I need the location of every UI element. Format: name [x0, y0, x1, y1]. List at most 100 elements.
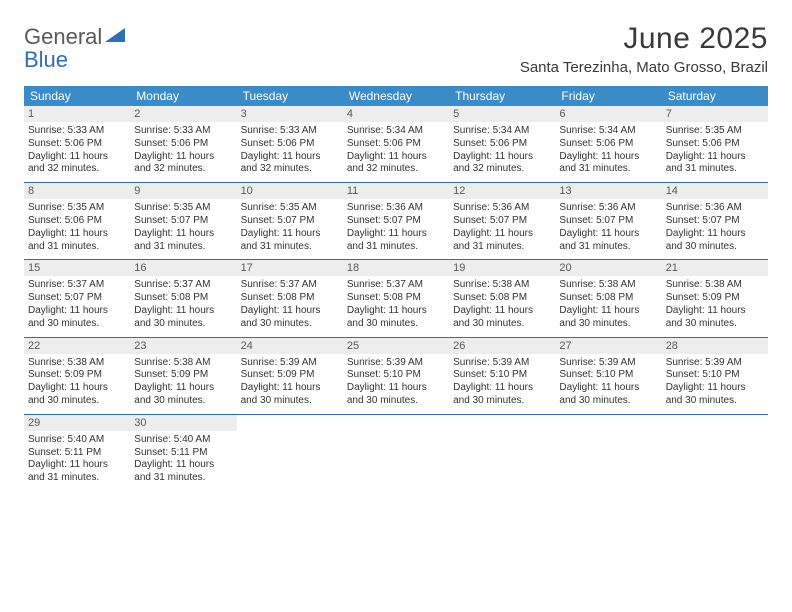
sunrise-line: Sunrise: 5:35 AM	[134, 202, 210, 213]
sunset-line: Sunset: 5:08 PM	[241, 292, 315, 303]
sunrise-line: Sunrise: 5:38 AM	[453, 279, 529, 290]
day-number: 18	[343, 260, 449, 276]
calendar-week-row: 1Sunrise: 5:33 AMSunset: 5:06 PMDaylight…	[24, 106, 768, 183]
daylight-line: Daylight: 11 hours and 30 minutes.	[453, 382, 533, 406]
day-info: Sunrise: 5:36 AM Sunset: 5:07 PM Daylight:…	[559, 202, 657, 253]
sunset-line: Sunset: 5:07 PM	[241, 215, 315, 226]
calendar-week-row: 8Sunrise: 5:35 AMSunset: 5:06 PMDaylight…	[24, 183, 768, 260]
sunset-line: Sunset: 5:10 PM	[559, 369, 633, 380]
location-label: Santa Terezinha, Mato Grosso, Brazil	[520, 59, 768, 76]
sunset-line: Sunset: 5:07 PM	[347, 215, 421, 226]
day-info: Sunrise: 5:36 AMSunset: 5:07 PMDaylight:…	[453, 202, 551, 253]
sunrise-line: Sunrise: 5:36 AM	[559, 202, 635, 213]
calendar-day-cell: 7Sunrise: 5:35 AMSunset: 5:06 PMDaylight…	[662, 106, 768, 182]
sunset-line: Sunset: 5:10 PM	[347, 369, 421, 380]
calendar-day-cell: 13 Sunrise: 5:36 AM Sunset: 5:07 PM Dayligh…	[555, 183, 661, 259]
day-number: 14	[662, 183, 768, 199]
calendar-day-cell: 14 Sunrise: 5:36 AMSunset: 5:07 PMDayligh…	[662, 183, 768, 259]
sunset-line: Sunset: 5:06 PM	[666, 138, 740, 149]
day-number: 13	[555, 183, 661, 199]
daylight-line: Daylight: 11 hours and 31 minutes.	[559, 228, 639, 252]
day-number: 28	[662, 338, 768, 354]
day-info: Sunrise: 5:37 AMSunset: 5:07 PMDaylight:…	[28, 279, 126, 330]
daylight-line: Daylight: 11 hours and 30 minutes.	[559, 382, 639, 406]
day-number: 19	[449, 260, 555, 276]
daylight-line: Daylight: 11 hours and 30 minutes.	[453, 305, 533, 329]
daylight-line: Daylight: 11 hours and 31 minutes.	[134, 228, 214, 252]
sunset-line: Sunset: 5:09 PM	[241, 369, 315, 380]
sunset-line: Sunset: 5:07 PM	[453, 215, 527, 226]
daylight-line: Daylight: 11 hours and 30 minutes.	[666, 305, 746, 329]
sunset-line: Sunset: 5:07 PM	[28, 292, 102, 303]
calendar-week-row: 15Sunrise: 5:37 AMSunset: 5:07 PMDayligh…	[24, 260, 768, 337]
day-number: 3	[237, 106, 343, 122]
sunset-line: Sunset: 5:07 PM	[559, 215, 633, 226]
day-info: Sunrise: 5:37 AMSunset: 5:08 PMDaylight:…	[347, 279, 445, 330]
day-number: 23	[130, 338, 236, 354]
weekday-header: Friday	[555, 86, 661, 106]
sunrise-line: Sunrise: 5:34 AM	[453, 125, 529, 136]
sunset-line: Sunset: 5:09 PM	[28, 369, 102, 380]
daylight-line: Daylight: 11 hours and 31 minutes.	[134, 459, 214, 483]
day-number: 16	[130, 260, 236, 276]
daylight-line: Daylight: 11 hours and 30 minutes.	[134, 305, 214, 329]
sunset-line: Sunset: 5:08 PM	[453, 292, 527, 303]
daylight-line: Daylight: 11 hours and 30 minutes.	[241, 382, 321, 406]
day-number: 24	[237, 338, 343, 354]
sunrise-line: Sunrise: 5:35 AM	[666, 125, 742, 136]
day-info: Sunrise: 5:37 AM Sunset: 5:08 PM Daylight:…	[134, 279, 232, 330]
day-number: 15	[24, 260, 130, 276]
sunrise-line: Sunrise: 5:37 AM	[134, 279, 210, 290]
sunset-line: Sunset: 5:06 PM	[453, 138, 527, 149]
sunset-line: Sunset: 5:08 PM	[559, 292, 633, 303]
day-info: Sunrise: 5:40 AMSunset: 5:11 PMDaylight:…	[28, 434, 126, 485]
day-info: Sunrise: 5:36 AMSunset: 5:07 PMDaylight:…	[666, 202, 764, 253]
day-info: Sunrise: 5:39 AMSunset: 5:10 PMDaylight:…	[453, 357, 551, 408]
calendar-day-cell: .	[449, 415, 555, 491]
day-info: Sunrise: 5:39 AMSunset: 5:09 PM Daylight:…	[241, 357, 339, 408]
sunrise-line: Sunrise: 5:39 AM	[453, 357, 529, 368]
weekday-header: Thursday	[449, 86, 555, 106]
logo-triangle-icon	[105, 26, 125, 47]
weeks-container: 1Sunrise: 5:33 AMSunset: 5:06 PMDaylight…	[24, 106, 768, 491]
sunset-line: Sunset: 5:06 PM	[347, 138, 421, 149]
sunset-line: Sunset: 5:06 PM	[28, 138, 102, 149]
calendar-day-cell: 17Sunrise: 5:37 AMSunset: 5:08 PMDayligh…	[237, 260, 343, 336]
daylight-line: Daylight: 11 hours and 30 minutes.	[134, 382, 214, 406]
day-number: 11	[343, 183, 449, 199]
day-number: 2	[130, 106, 236, 122]
sunset-line: Sunset: 5:09 PM	[134, 369, 208, 380]
day-info: Sunrise: 5:38 AMSunset: 5:09 PMDaylight:…	[666, 279, 764, 330]
daylight-line: Daylight: 11 hours and 30 minutes.	[559, 305, 639, 329]
day-info: Sunrise: 5:38 AM Sunset: 5:08 PM Daylight:…	[453, 279, 551, 330]
daylight-line: Daylight: 11 hours and 30 minutes.	[666, 382, 746, 406]
page-header: General Blue June 2025 Santa Terezinha, …	[24, 22, 768, 76]
day-number: 30	[130, 415, 236, 431]
sunset-line: Sunset: 5:08 PM	[134, 292, 208, 303]
day-info: Sunrise: 5:33 AMSunset: 5:06 PMDaylight:…	[134, 125, 232, 176]
daylight-line: Daylight: 11 hours and 31 minutes.	[347, 228, 427, 252]
sunrise-line: Sunrise: 5:37 AM	[241, 279, 317, 290]
sunrise-line: Sunrise: 5:38 AM	[28, 357, 104, 368]
daylight-line: Daylight: 11 hours and 31 minutes.	[453, 228, 533, 252]
sunset-line: Sunset: 5:06 PM	[241, 138, 315, 149]
daylight-line: Daylight: 11 hours and 30 minutes.	[666, 228, 746, 252]
day-info: Sunrise: 5:35 AMSunset: 5:07 PMDaylight:…	[241, 202, 339, 253]
day-info: Sunrise: 5:36 AM Sunset: 5:07 PM Daylight:…	[347, 202, 445, 253]
sunrise-line: Sunrise: 5:37 AM	[347, 279, 423, 290]
daylight-line: Daylight: 11 hours and 32 minutes.	[453, 151, 533, 175]
sunrise-line: Sunrise: 5:36 AM	[347, 202, 423, 213]
sunrise-line: Sunrise: 5:39 AM	[241, 357, 317, 368]
title-block: June 2025 Santa Terezinha, Mato Grosso, …	[520, 22, 768, 76]
weekday-header: Tuesday	[237, 86, 343, 106]
calendar-day-cell: 19 Sunrise: 5:38 AM Sunset: 5:08 PM Dayligh…	[449, 260, 555, 336]
day-number: 29	[24, 415, 130, 431]
daylight-line: Daylight: 11 hours and 31 minutes.	[28, 228, 108, 252]
day-info: Sunrise: 5:40 AMSunset: 5:11 PMDaylight:…	[134, 434, 232, 485]
sunrise-line: Sunrise: 5:34 AM	[347, 125, 423, 136]
calendar-grid: Sunday Monday Tuesday Wednesday Thursday…	[24, 86, 768, 491]
calendar-day-cell: 22Sunrise: 5:38 AMSunset: 5:09 PMDayligh…	[24, 338, 130, 414]
calendar-week-row: 22Sunrise: 5:38 AMSunset: 5:09 PMDayligh…	[24, 338, 768, 415]
daylight-line: Daylight: 11 hours and 32 minutes.	[134, 151, 214, 175]
calendar-day-cell: 8Sunrise: 5:35 AMSunset: 5:06 PMDaylight…	[24, 183, 130, 259]
